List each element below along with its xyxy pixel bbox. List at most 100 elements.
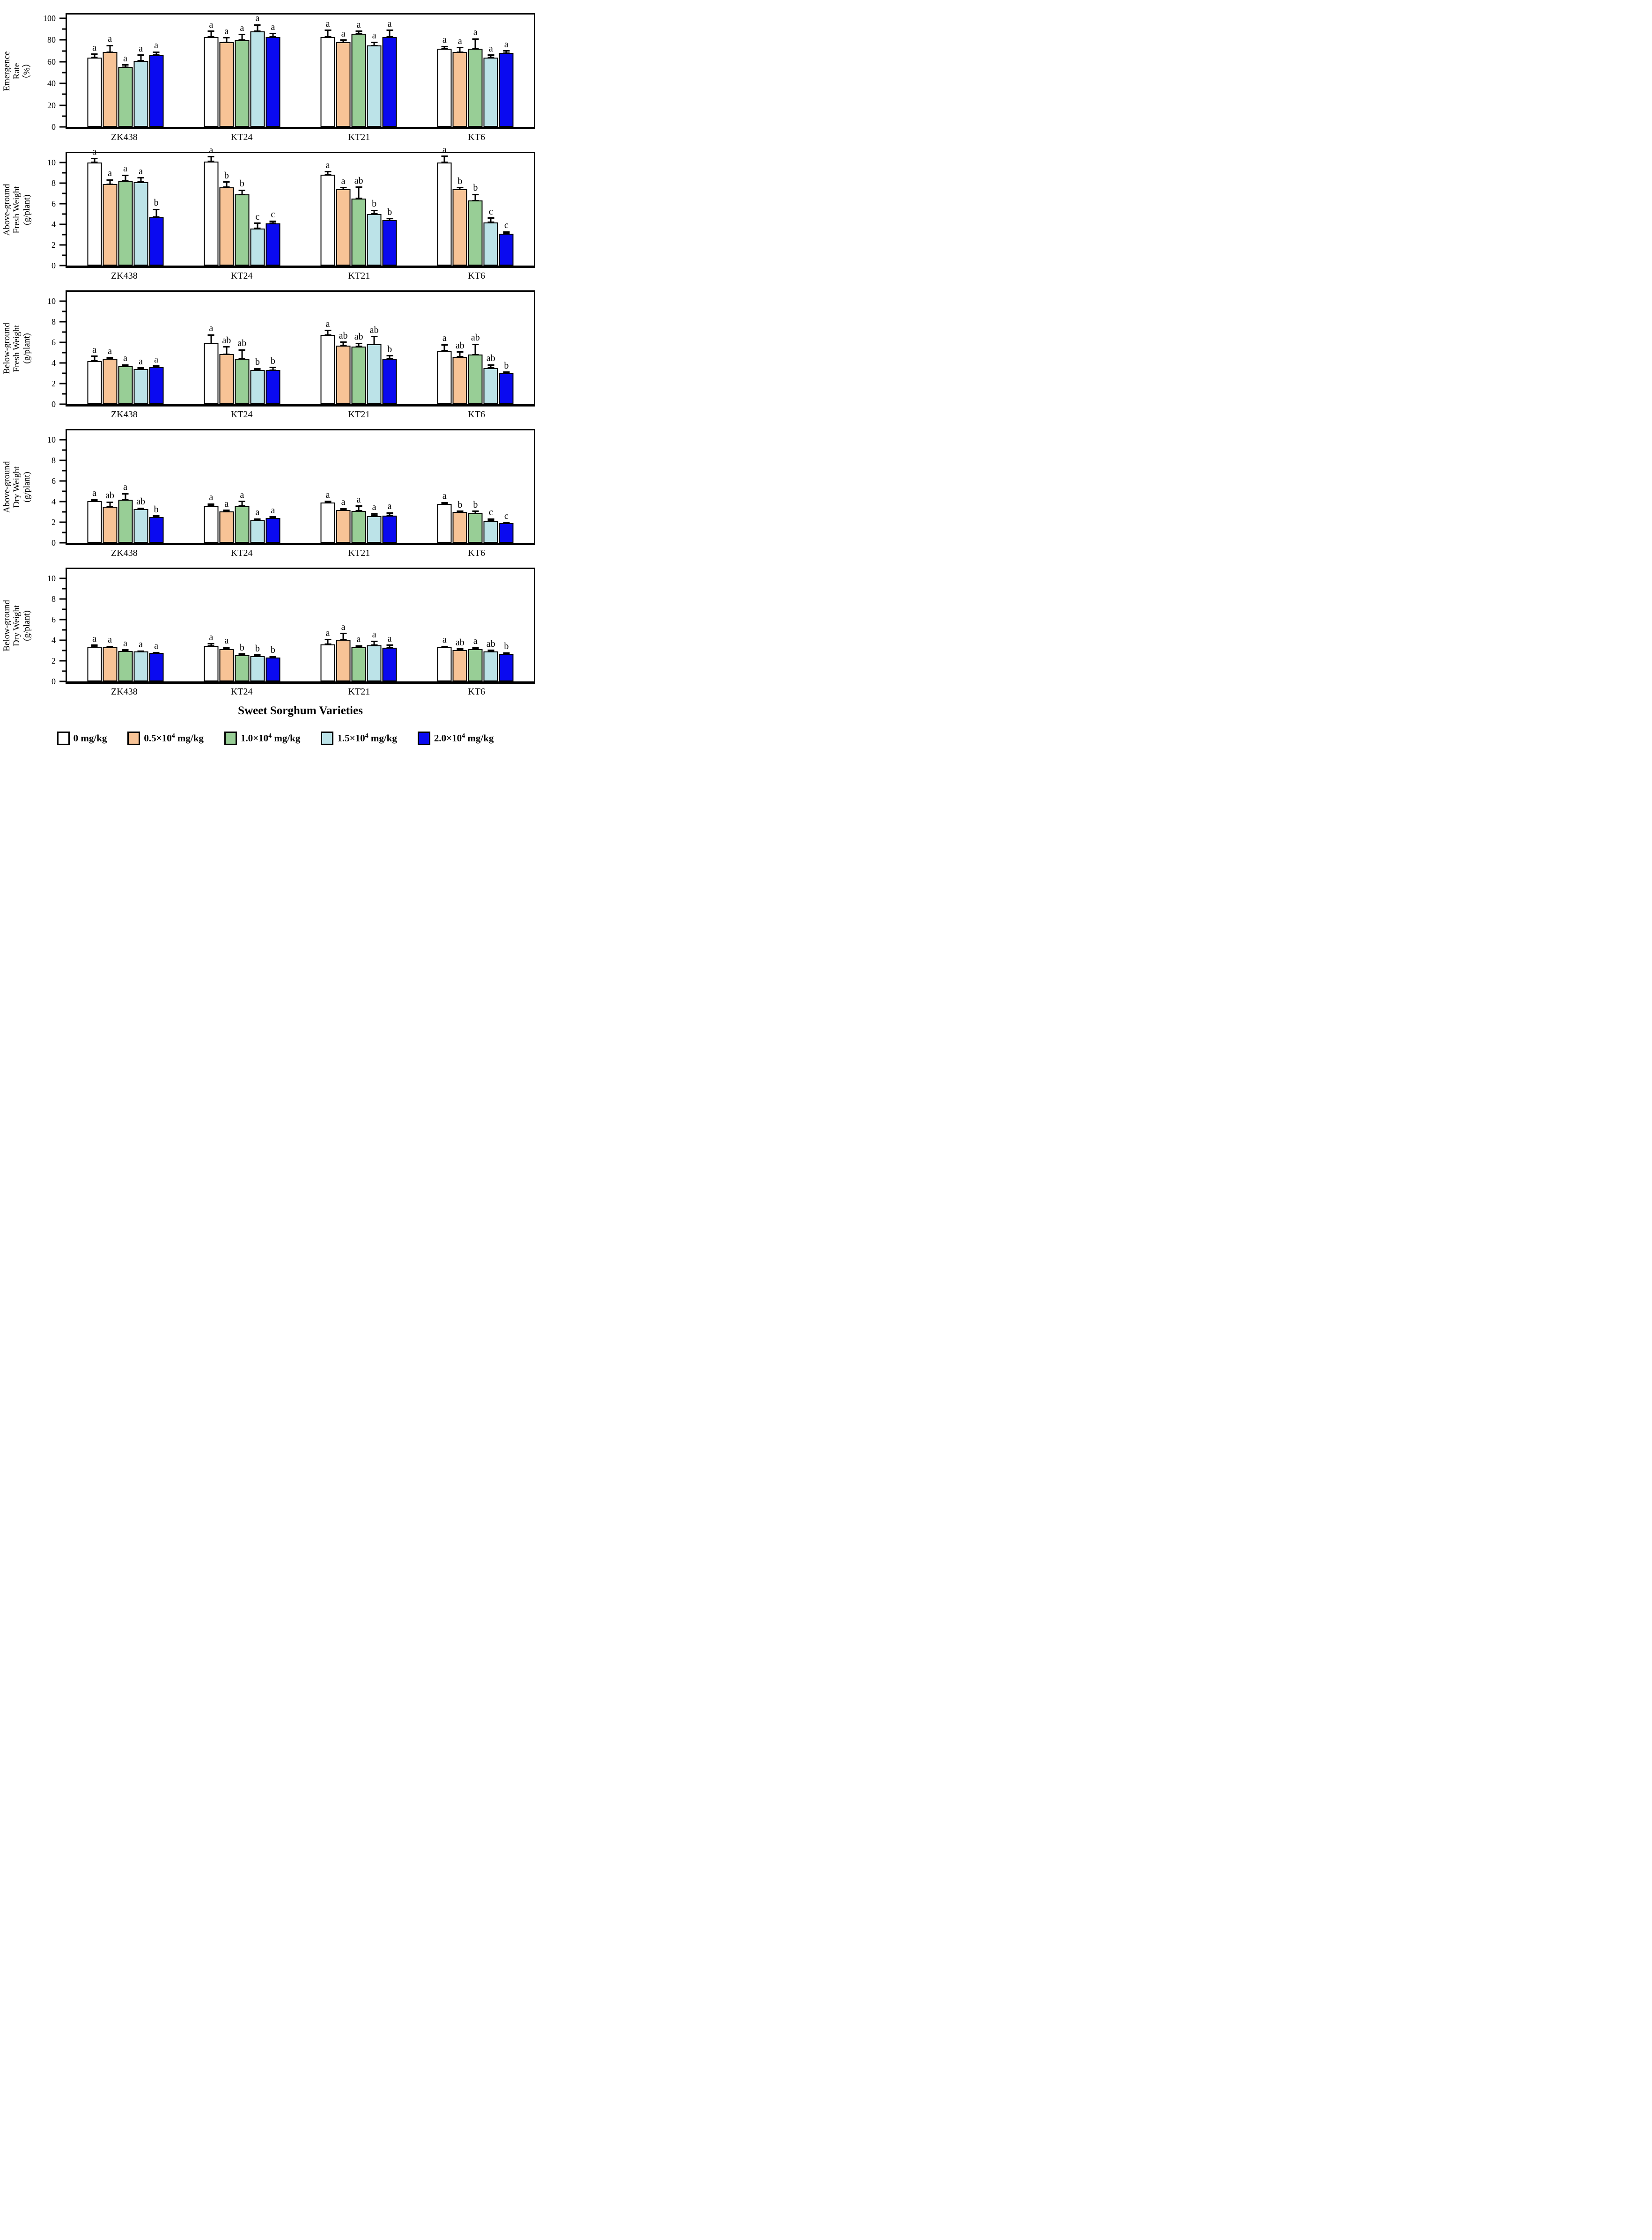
chart-panels: Emergence Rate （%） 0 20 40 60 80 100 a a a a a a a a a a a a… [0,13,551,701]
error-bar-cap [503,231,510,233]
bar [367,344,382,404]
sig-letter: a [240,22,244,33]
error-bar-cap [122,650,129,652]
error-bar [210,156,212,162]
error-bar-cap [106,358,113,360]
bar-slot: a [118,15,133,127]
bar [149,55,164,127]
error-bar-cap [153,54,160,56]
bar-slot: b [266,569,280,681]
sig-letter: a [473,636,478,646]
error-bar-cap [91,500,98,502]
bar-slot: a [250,430,265,543]
error-bar [125,494,126,500]
sig-letter: a [224,636,229,646]
error-bar-cap [106,183,113,185]
plot-area: a a a a a a a b b b a a a a a a ab a ab b [66,568,535,684]
error-bar [94,158,96,163]
error-bar-cap [137,368,144,370]
error-bar-cap [238,505,245,507]
error-bar-cap [371,336,378,338]
y-tick [59,459,66,461]
bar [103,647,118,681]
bar [468,200,483,266]
error-bar [342,633,344,640]
error-bar [327,639,329,644]
error-bar-cap [371,343,378,345]
error-bar-cap [324,501,332,503]
error-bar-cap [254,369,261,371]
category-label: KT6 [468,409,485,420]
bar [235,359,250,404]
error-bar [389,513,391,516]
bar [204,505,219,543]
error-bar [474,344,476,355]
bar [250,656,265,681]
y-tick [59,639,66,641]
bar [499,53,514,127]
bar [468,49,483,127]
bar [499,523,514,543]
y-tick-label: 8 [52,455,56,465]
sig-letter: a [139,166,143,177]
sig-letter: a [139,639,143,650]
error-bar-cap [386,36,393,38]
bar-slot: a [351,430,366,543]
bar-slot: c [499,153,514,266]
bar-slot: a [437,430,452,543]
bar-slot: a [204,146,219,266]
error-bar-cap [503,52,510,54]
error-bar-cap [106,357,113,359]
error-bar-cap [371,41,378,43]
error-bar [358,31,360,34]
legend-swatch [127,732,140,745]
bar-slot: b [219,153,234,266]
y-tick [59,82,66,84]
bar-slot: a [437,15,452,127]
sig-letter: ab [455,637,465,648]
category-label: KT6 [468,132,485,142]
sig-letter: ab [486,638,495,649]
bar-slot: a [204,569,219,681]
sig-letter: a [92,633,97,644]
sig-letter: a [271,22,275,32]
sig-letter: a [442,491,447,502]
y-minor-tick [62,532,66,533]
sig-letter: c [504,220,509,231]
error-bar-cap [386,218,393,220]
y-tick-label: 10 [47,435,56,444]
bar [351,33,366,127]
error-bar-cap [238,501,245,503]
y-tick [59,521,66,523]
error-bar-cap [153,208,160,210]
error-bar-cap [487,367,494,369]
error-bar-cap [122,64,129,66]
y-tick [59,61,66,63]
sig-letter: b [154,198,159,208]
error-bar-cap [254,228,261,229]
sig-letter: b [504,641,509,652]
y-tick [59,680,66,682]
bar [149,517,164,543]
sig-letter: a [457,36,462,46]
category-label: KT6 [468,548,485,558]
error-bar-cap [324,30,332,31]
bar-slot: a [133,153,148,266]
bar [351,198,366,266]
sig-letter: b [154,504,159,515]
bar [87,57,102,127]
bar [266,518,280,543]
bar [367,516,382,543]
error-bar [443,46,445,49]
bar-slot: a [204,430,219,543]
error-bar-cap [207,30,214,32]
bar [437,647,452,681]
y-tick-label: 8 [52,317,56,326]
y-tick-label: 6 [52,199,56,208]
bar-slot: ab [351,153,366,266]
error-bar-cap [223,510,230,511]
